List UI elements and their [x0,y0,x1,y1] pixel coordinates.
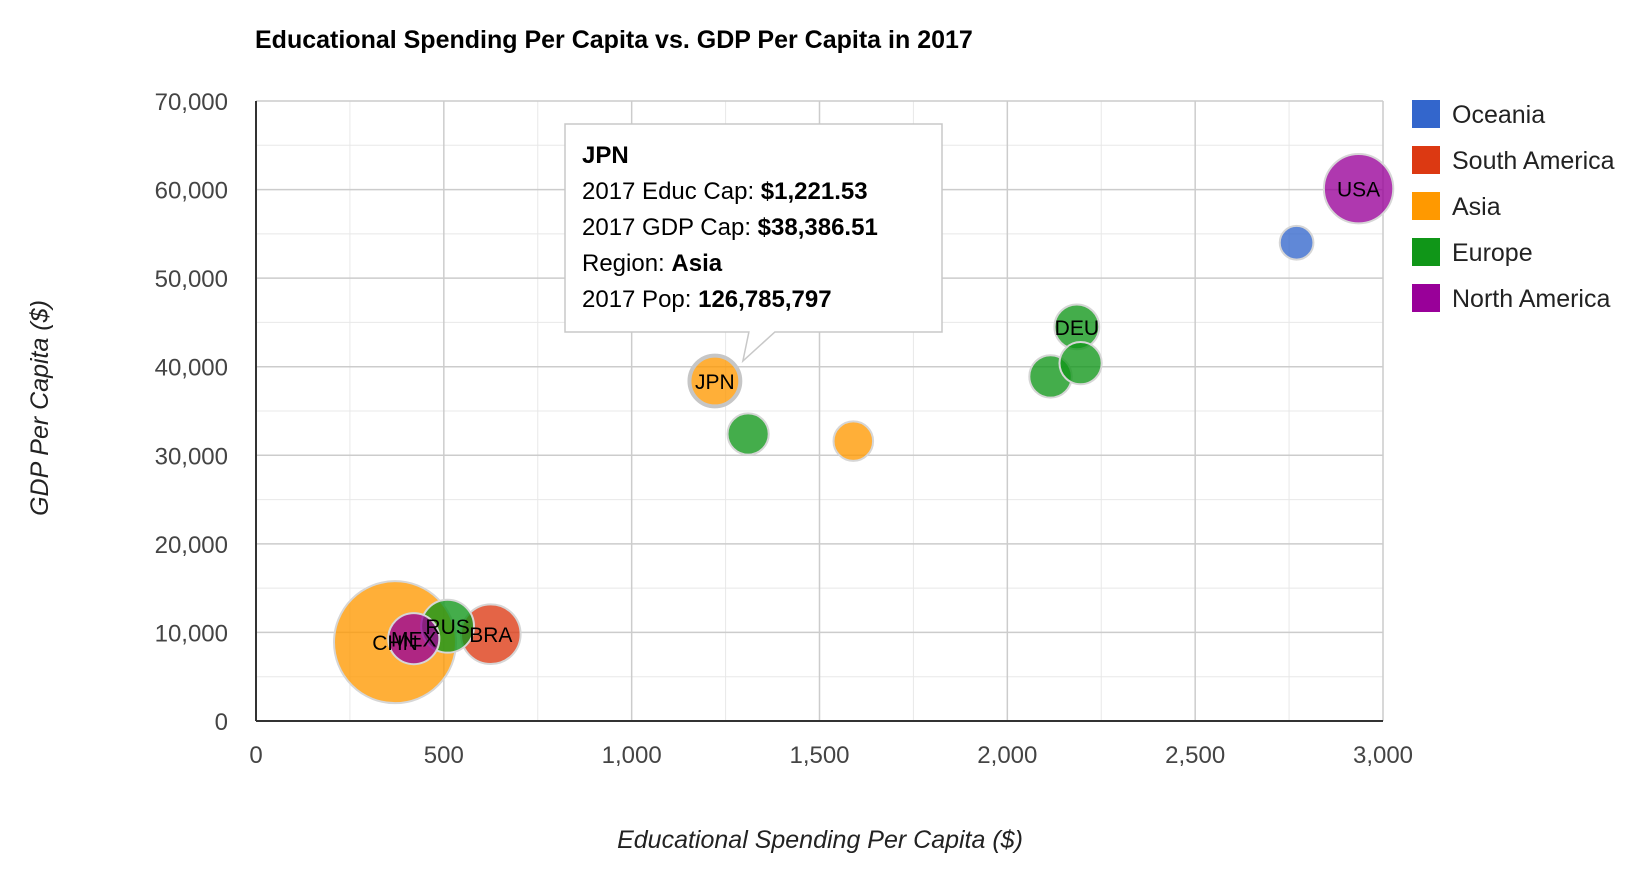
bubble-point[interactable] [1058,341,1103,386]
legend-label: Oceania [1452,101,1545,129]
y-tick-label: 0 [215,709,228,736]
chart-title: Educational Spending Per Capita vs. GDP … [255,26,973,54]
bubble-point[interactable] [726,412,770,456]
y-tick-label: 20,000 [155,532,228,559]
tooltip-row: 2017 GDP Cap: $38,386.51 [582,214,878,241]
x-tick-label: 2,500 [1165,742,1225,769]
y-tick-label: 50,000 [155,266,228,293]
x-tick-label: 2,000 [977,742,1037,769]
x-tick-label: 500 [424,742,464,769]
legend-swatch [1412,192,1440,220]
x-axis-title: Educational Spending Per Capita ($) [617,826,1023,854]
x-tick-label: 1,000 [602,742,662,769]
legend-label: Europe [1452,239,1533,267]
x-tick-label: 1,500 [789,742,849,769]
bubble-data-label: JPN [695,371,735,394]
bubble-point[interactable] [1278,224,1315,261]
bubble-data-label: DEU [1055,317,1099,340]
bubble-point[interactable] [387,612,441,666]
bubble-data-label: USA [1337,179,1380,202]
bubble-data-label: MEX [391,629,437,652]
legend-swatch [1412,146,1440,174]
tooltip-row: 2017 Educ Cap: $1,221.53 [582,178,868,205]
y-tick-label: 70,000 [155,89,228,116]
legend-label: South America [1452,147,1615,175]
tooltip-title: JPN [582,142,629,169]
tooltip: JPN 2017 Educ Cap: $1,221.53 2017 GDP Cap:… [564,123,943,364]
bubble-point[interactable] [832,420,875,462]
axis-layer: 0 500 1,000 1,500 2,000 2,500 3,000 0 10,000 20,0… [155,89,1413,769]
bubble-point[interactable] [1322,152,1395,225]
bubble-layer [332,152,1395,705]
x-tick-label: 3,000 [1353,742,1413,769]
y-tick-label: 30,000 [155,443,228,470]
legend-swatch [1412,100,1440,128]
legend-swatch [1412,238,1440,266]
legend-label: Asia [1452,193,1501,221]
tooltip-row: 2017 Pop: 126,785,797 [582,286,832,313]
bubble-data-label: CHN [372,632,418,655]
tooltip-box [564,123,943,364]
x-tick-label: 0 [249,742,262,769]
legend-swatch [1412,284,1440,312]
y-tick-label: 40,000 [155,355,228,382]
bubble-data-label: BRA [469,624,512,647]
bubble-point[interactable] [687,353,743,409]
tooltip-row: Region: Asia [582,250,723,277]
legend: Oceania South America Asia Europe North Amer… [1412,100,1615,313]
y-tick-label: 60,000 [155,178,228,205]
legend-label: North America [1452,285,1610,313]
bubble-data-label: RUS [425,616,469,639]
y-axis-title: GDP Per Capita ($) [26,300,54,516]
y-tick-label: 10,000 [155,620,228,647]
